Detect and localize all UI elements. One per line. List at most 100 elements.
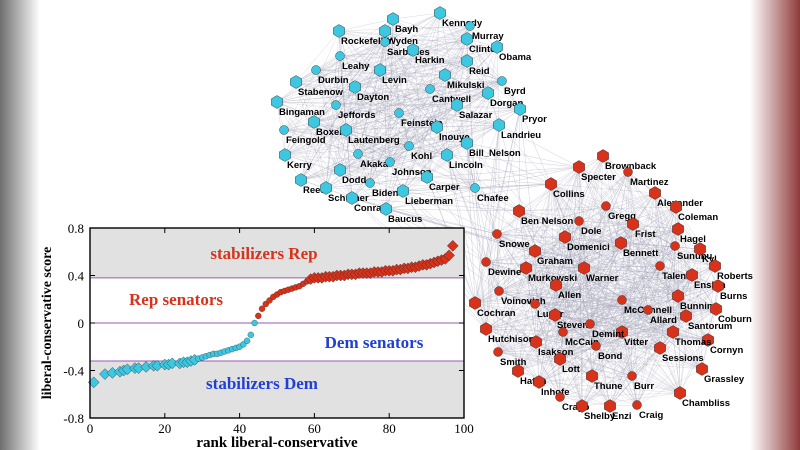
senator-name: Stevens	[557, 320, 593, 331]
data-point	[443, 249, 455, 262]
node-marker	[615, 236, 627, 250]
senator-node: Biden	[365, 178, 399, 199]
node-marker	[530, 299, 540, 309]
senator-name: Harkin	[415, 55, 445, 66]
node-marker	[513, 204, 525, 218]
senator-name: Dole	[581, 226, 602, 237]
senator-name: Murkowski	[528, 273, 577, 284]
senator-name: Feingold	[286, 135, 326, 146]
senator-name: Burr	[634, 381, 654, 392]
senator-node: Coburn	[710, 302, 752, 325]
y-tick-label: 0.4	[68, 269, 85, 284]
senator-node: Allard	[643, 305, 677, 326]
senator-node: Mikulski	[439, 68, 485, 91]
node-marker	[578, 261, 590, 275]
node-marker	[271, 95, 283, 109]
senator-name: Roberts	[717, 271, 753, 282]
senator-node: Cornyn	[702, 333, 743, 356]
senator-node: Bill_Nelson	[461, 136, 521, 159]
node-marker	[461, 136, 473, 150]
node-marker	[346, 191, 358, 205]
senator-node: Carper	[421, 170, 460, 193]
network-nodes: BayhKennedyMurrayRockefellerWydenSarbane…	[271, 6, 753, 422]
senator-name: Salazar	[459, 110, 493, 121]
senator-node: Sessions	[654, 341, 704, 364]
senator-node: Akaka	[353, 149, 389, 170]
senator-node: Martinez	[623, 167, 669, 188]
band-stabilizers-dem	[90, 361, 464, 418]
node-marker	[380, 202, 392, 216]
senator-name: Santorum	[688, 321, 732, 332]
senator-name: Cantwell	[432, 94, 471, 105]
node-marker	[549, 308, 561, 322]
senator-node: Roberts	[709, 259, 753, 282]
senator-name: Graham	[537, 256, 573, 267]
node-marker	[576, 399, 588, 413]
senator-name: McCain	[565, 337, 599, 348]
node-marker	[533, 375, 545, 389]
senator-name: Cochran	[477, 308, 516, 319]
y-tick-label: 0.8	[68, 221, 84, 236]
senator-name: Reed	[303, 185, 326, 196]
senator-node: Murkowski	[520, 261, 577, 284]
senator-node: Obama	[491, 40, 532, 63]
axis-ticks: 0 20 40 60 80 100 0.8 0.4 0 -0.4 -0.8	[63, 221, 473, 436]
senator-name: Coburn	[718, 314, 752, 325]
data-point	[243, 337, 251, 344]
senator-node: Kerry	[279, 148, 313, 171]
node-marker	[290, 75, 302, 89]
node-marker	[655, 261, 665, 271]
senator-node: Coleman	[670, 200, 718, 223]
senator-node: Bayh	[387, 12, 418, 35]
edge-bundle	[276, 12, 521, 210]
senator-node: Feinstein	[394, 108, 443, 129]
senator-node: Byrd	[497, 76, 526, 97]
senator-name: Levin	[382, 75, 407, 86]
node-marker	[670, 200, 682, 214]
node-marker	[694, 242, 706, 256]
senator-name: Specter	[581, 172, 616, 183]
senator-name: Jeffords	[338, 110, 375, 121]
senator-name: Warner	[586, 273, 619, 284]
senator-name: Bond	[598, 351, 622, 362]
node-marker	[672, 222, 684, 236]
senator-name: Feinstein	[401, 118, 443, 129]
node-marker	[627, 371, 637, 381]
node-marker	[529, 244, 541, 258]
y-tick-label: 0	[78, 316, 85, 331]
senator-name: Lieberman	[405, 196, 453, 207]
senator-node: Lincoln	[441, 148, 483, 171]
node-marker	[597, 149, 609, 163]
node-marker	[349, 80, 361, 94]
senator-node: Dorgan	[482, 86, 523, 109]
node-marker	[385, 157, 395, 167]
data-point	[446, 240, 459, 252]
node-marker	[696, 362, 708, 376]
senator-node: Crapo	[555, 392, 590, 413]
senator-node: Frist	[627, 217, 656, 240]
senator-name: Chafee	[477, 193, 509, 204]
senator-name: Lott	[562, 364, 581, 375]
node-marker	[421, 170, 433, 184]
senator-name: Hutchison	[488, 334, 535, 345]
node-marker	[461, 54, 473, 68]
senator-node: Stevens	[549, 308, 593, 331]
senator-node: Landrieu	[493, 118, 541, 141]
senator-node: Baucus	[380, 202, 422, 225]
node-marker	[311, 65, 321, 75]
node-marker	[380, 37, 390, 47]
node-marker	[461, 32, 473, 46]
node-marker	[550, 278, 562, 292]
node-marker	[407, 43, 419, 57]
senator-name: Snowe	[499, 239, 530, 250]
node-marker	[335, 51, 345, 61]
senator-name: Bill_Nelson	[469, 148, 521, 159]
node-marker	[520, 261, 532, 275]
senator-node: Santorum	[680, 309, 732, 332]
data-point	[247, 331, 254, 339]
senator-node: Shelby	[576, 399, 616, 422]
threshold-lines	[90, 277, 464, 362]
senator-name: Dayton	[357, 92, 389, 103]
senator-node: Craig	[632, 400, 663, 421]
node-marker	[574, 216, 584, 226]
